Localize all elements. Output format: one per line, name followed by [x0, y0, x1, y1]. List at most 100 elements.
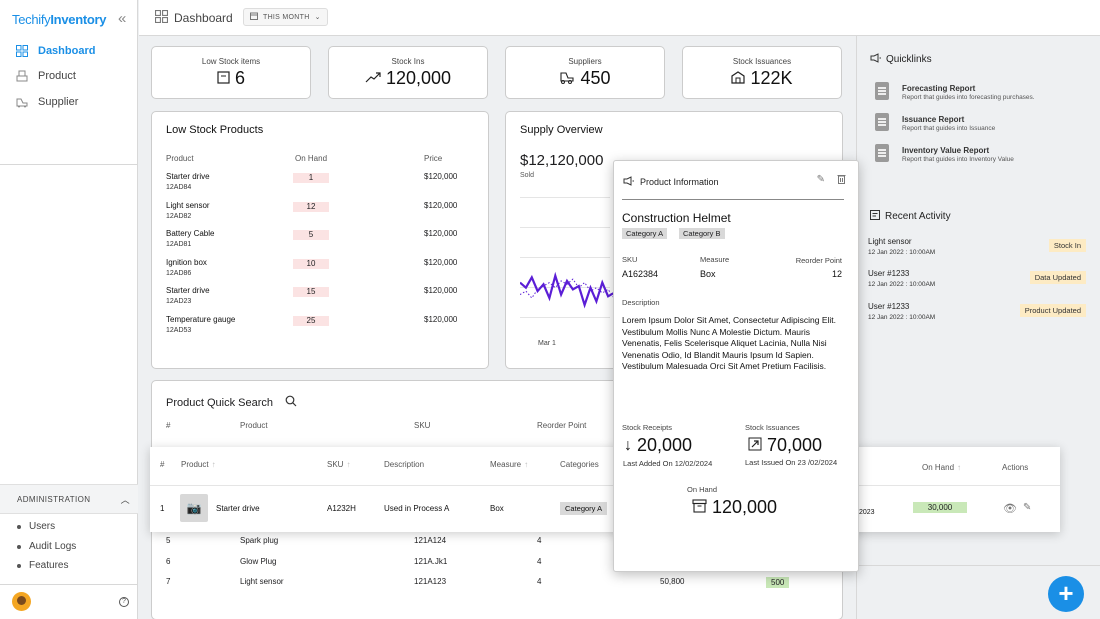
activity-badge: Data Updated [1029, 271, 1086, 284]
admin-item-users[interactable]: Users [17, 521, 55, 532]
column-header: On Hand [295, 154, 328, 163]
quicklink-forecasting-report[interactable]: Forecasting Report Report that guides int… [875, 82, 1095, 110]
sku-label: SKU [622, 255, 638, 264]
receipts-value: 20,000 [637, 435, 693, 455]
grid-line [520, 257, 610, 258]
modal-actions: ✎ [817, 174, 846, 187]
product-name: Light sensor [240, 577, 284, 586]
column-header: # [160, 460, 165, 469]
stat-card-stock-issuances[interactable]: Stock Issuances 122K [682, 46, 842, 99]
modal-title: Product Information [640, 177, 719, 187]
column-header: # [166, 421, 171, 430]
edit-icon[interactable]: ✎ [1023, 502, 1032, 513]
sku: A1232H [327, 504, 356, 513]
product-name: Construction Helmet [622, 211, 731, 225]
admin-item-features[interactable]: Features [17, 560, 68, 571]
sort-icon: ↑ [957, 463, 962, 472]
edit-icon[interactable]: ✎ [816, 174, 825, 185]
column-header-actions: Actions [1002, 463, 1029, 472]
help-icon[interactable]: ? [119, 597, 129, 607]
collapse-sidebar-icon[interactable]: « [118, 10, 127, 27]
activity-item[interactable]: User #1233 12 Jan 2022 : 10:00AM Product U… [868, 302, 1086, 328]
supplier-icon [16, 96, 28, 108]
list-item[interactable]: Light sensor 12AD82 12 $120,000 [166, 201, 466, 229]
column-header: Product [240, 421, 268, 430]
price: $120,000 [424, 229, 458, 238]
stat-value: 450 [580, 68, 611, 88]
sidebar-footer-divider [0, 584, 138, 585]
product-name[interactable]: Starter drive [216, 504, 260, 513]
stat-card-stock-ins[interactable]: Stock Ins 120,000 [328, 46, 488, 99]
issuances-value: 70,000 [767, 435, 823, 455]
table-row[interactable]: 7 Light sensor 121A123 4 50,800 500 [166, 577, 826, 597]
add-button[interactable]: + [1048, 576, 1084, 612]
forklift-icon [559, 70, 575, 87]
quicklink-title: Inventory Value Report [902, 146, 990, 155]
product-name: Spark plug [240, 536, 279, 545]
on-hand-value: 120,000 [712, 497, 778, 517]
admin-item-label: Features [29, 560, 69, 571]
quicklink-inventory-value-report[interactable]: Inventory Value Report Report that guides… [875, 144, 1095, 172]
column-header-measure[interactable]: Measure ↑ [490, 460, 529, 469]
product-code: 12AD53 [166, 327, 192, 334]
document-icon [875, 113, 889, 131]
view-icon[interactable]: 👁 [1003, 503, 1017, 515]
sku: 121A.Jk1 [414, 557, 448, 566]
nav-item-product[interactable]: Product [16, 70, 76, 82]
grid-line [520, 197, 610, 198]
category-badge: Category A [560, 502, 608, 515]
admin-item-audit-logs[interactable]: Audit Logs [17, 541, 76, 552]
date-fragment: 2023 [859, 509, 875, 516]
activity-title: Light sensor [868, 237, 912, 246]
bullet-icon [17, 524, 21, 529]
column-header-on-hand[interactable]: On Hand ↑ [922, 463, 962, 472]
table-row[interactable]: 6 Glow Plug 121A.Jk1 4 [166, 557, 826, 577]
product-code: 12AD84 [166, 184, 192, 191]
nav-item-dashboard[interactable]: Dashboard [16, 45, 95, 57]
sidebar-divider [0, 164, 138, 165]
on-hand-badge: 12 [293, 202, 329, 212]
list-item[interactable]: Starter drive 12AD84 1 $120,000 [166, 172, 466, 200]
document-icon [875, 144, 889, 162]
search-icon[interactable] [285, 395, 297, 410]
x-axis-tick-label: Mar 1 [538, 340, 556, 347]
product-code: 12AD82 [166, 213, 192, 220]
product-image-placeholder[interactable]: 📷 [180, 494, 208, 522]
administration-section-toggle[interactable]: ADMINISTRATION ︿ [0, 484, 138, 514]
measure-value: Box [700, 269, 716, 279]
quicklink-title: Issuance Report [902, 115, 965, 124]
reorder-point: 4 [537, 577, 542, 586]
app-logo[interactable]: TechifyInventory [12, 12, 107, 27]
column-header-sku[interactable]: SKU ↑ [327, 460, 351, 469]
quicklink-issuance-report[interactable]: Issuance Report Report that guides into I… [875, 113, 1095, 141]
delete-icon[interactable] [837, 174, 846, 187]
list-item[interactable]: Battery Cable 12AD81 5 $120,000 [166, 229, 466, 257]
quicklink-title: Forecasting Report [902, 84, 976, 93]
product-icon [16, 70, 28, 82]
activity-title: User #1233 [868, 302, 910, 311]
stat-label: Suppliers [568, 57, 602, 66]
on-hand-badge: 30,000 [913, 502, 967, 513]
avatar[interactable] [12, 592, 31, 611]
nav-item-supplier[interactable]: Supplier [16, 96, 78, 108]
period-select[interactable]: THIS MONTH ⌄ [243, 8, 328, 26]
list-item[interactable]: Temperature gauge 12AD53 25 $120,000 [166, 315, 466, 343]
activity-item[interactable]: Light sensor 12 Jan 2022 : 10:00AM Stock I… [868, 237, 1086, 263]
product-name: Battery Cable [166, 229, 215, 238]
period-value: THIS MONTH [263, 13, 310, 21]
stat-label: Stock Ins [391, 57, 425, 66]
stat-card-suppliers[interactable]: Suppliers 450 [505, 46, 665, 99]
quicklink-desc: Report that guides into forecasting purc… [902, 94, 1035, 101]
activity-item[interactable]: User #1233 12 Jan 2022 : 10:00AM Data Upda… [868, 269, 1086, 295]
stat-value: 122K [750, 68, 793, 88]
sku: 121A124 [414, 536, 447, 545]
section-title: Quicklinks [886, 54, 932, 65]
table-row[interactable]: 5 Spark plug 121A124 4 [166, 536, 826, 556]
top-bar: Dashboard THIS MONTH ⌄ [139, 0, 1100, 36]
stat-card-low-stock[interactable]: Low Stock items 6 [151, 46, 311, 99]
list-item[interactable]: Starter drive 12AD23 15 $120,000 [166, 286, 466, 314]
brand-a: Techify [12, 12, 51, 27]
list-item[interactable]: Ignition box 12AD86 10 $120,000 [166, 258, 466, 286]
box-icon [217, 70, 230, 87]
column-header-product[interactable]: Product ↑ [181, 460, 216, 469]
